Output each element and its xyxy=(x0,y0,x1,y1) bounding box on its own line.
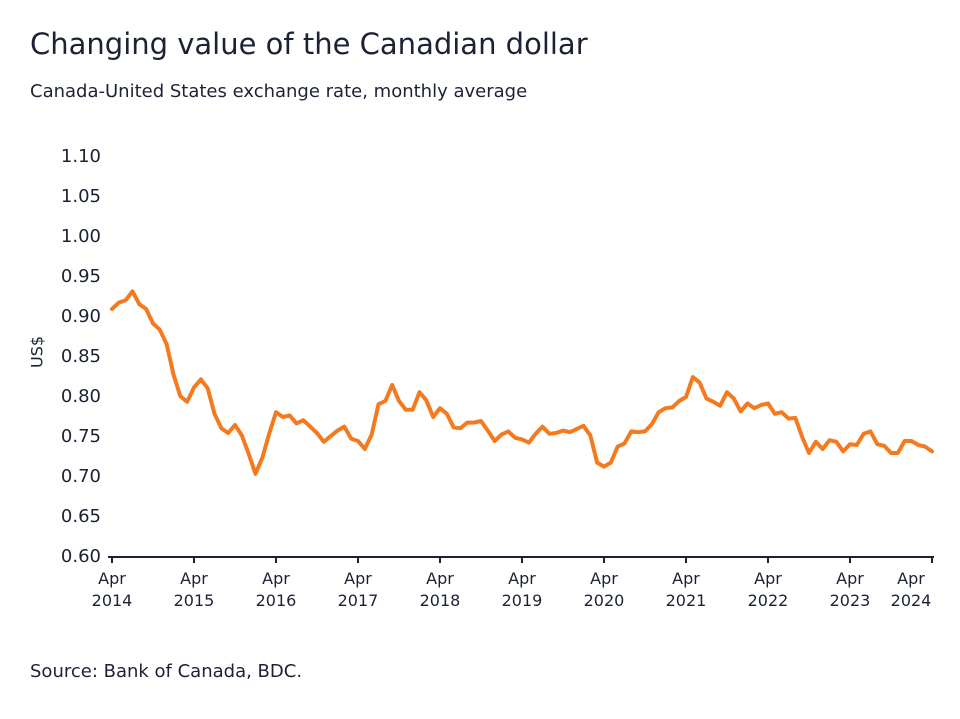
x-tick-label: Apr 2023 xyxy=(829,569,871,610)
x-tick-label: Apr 2018 xyxy=(419,569,461,610)
y-tick-label: 0.70 xyxy=(61,466,101,487)
x-tick-label: Apr 2020 xyxy=(583,569,625,610)
y-tick-label: 0.75 xyxy=(61,426,101,447)
source: Source: Bank of Canada, BDC. xyxy=(30,661,302,682)
data-line xyxy=(110,289,934,476)
x-tick-label: Apr 2014 xyxy=(91,569,133,610)
y-tick-label: 1.05 xyxy=(61,186,101,207)
x-tick-label: Apr 2022 xyxy=(747,569,789,610)
x-tick-label: Apr 2016 xyxy=(255,569,297,610)
y-tick-label: 0.65 xyxy=(61,506,101,527)
x-tick-label: Apr 2015 xyxy=(173,569,215,610)
chart-subtitle: Canada-United States exchange rate, mont… xyxy=(30,81,527,102)
y-tick-label: 0.90 xyxy=(61,306,101,327)
x-tick-label: Apr 2017 xyxy=(337,569,379,610)
y-axis-label: US$ xyxy=(28,336,47,368)
x-tick-label: Apr 2021 xyxy=(665,569,707,610)
y-tick-label: 1.00 xyxy=(61,226,101,247)
y-tick-label: 0.60 xyxy=(61,546,101,567)
chart-title: Changing value of the Canadian dollar xyxy=(30,27,588,61)
y-tick-label: 1.10 xyxy=(61,146,101,167)
y-tick-label: 0.95 xyxy=(61,266,101,287)
y-tick-label: 0.85 xyxy=(61,346,101,367)
y-tick-label: 0.80 xyxy=(61,386,101,407)
x-tick-label: Apr 2019 xyxy=(501,569,543,610)
x-tick-label: Apr 2024 xyxy=(890,569,932,610)
